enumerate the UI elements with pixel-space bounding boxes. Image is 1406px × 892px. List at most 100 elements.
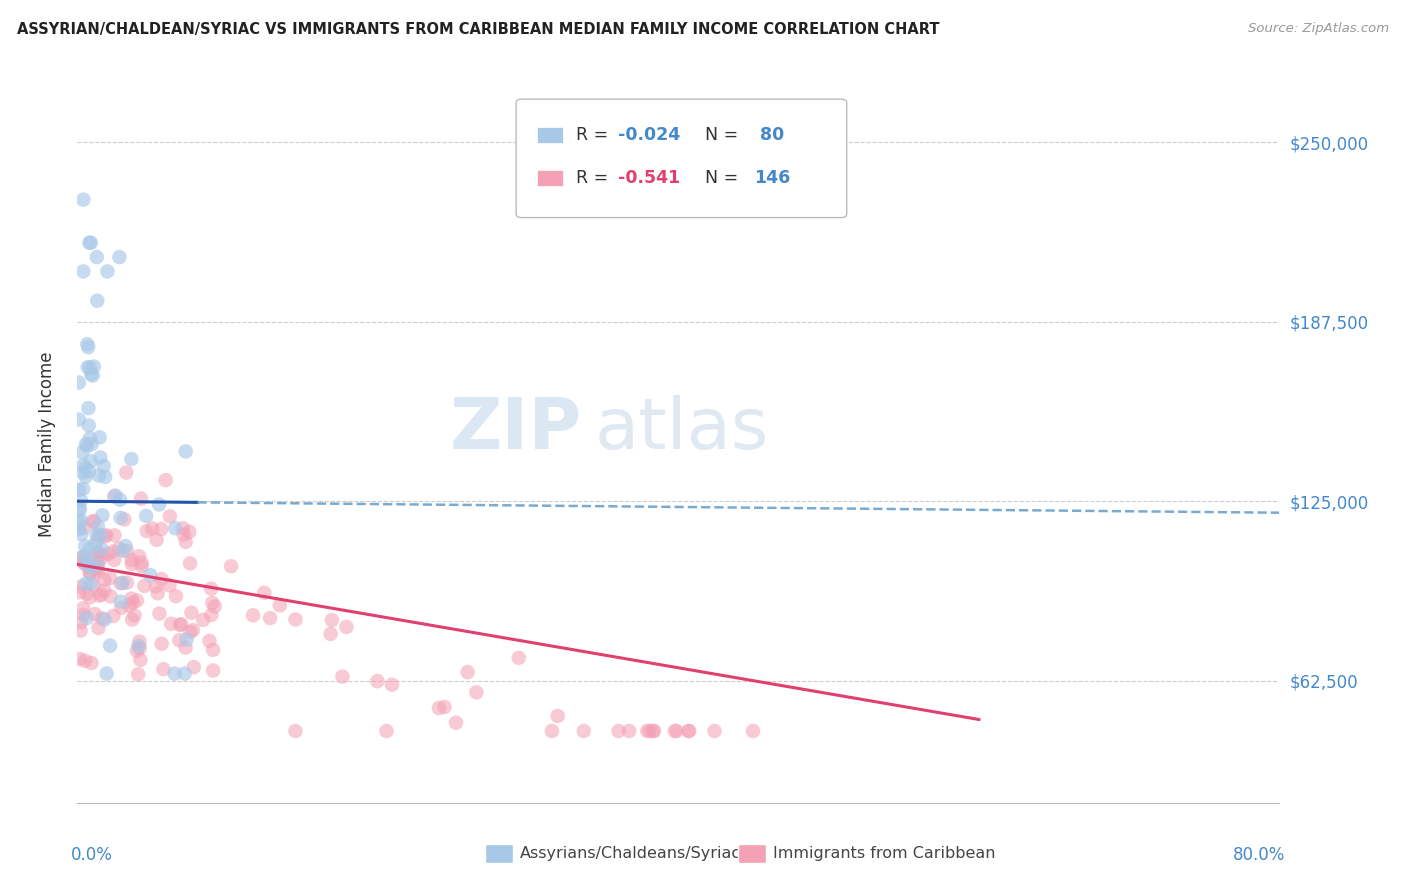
Point bbox=[547, 709, 569, 723]
Point bbox=[242, 608, 264, 623]
Point bbox=[120, 591, 142, 606]
Point bbox=[73, 551, 96, 566]
Point bbox=[90, 587, 112, 601]
Point bbox=[103, 490, 125, 504]
Point bbox=[79, 566, 101, 581]
Point bbox=[86, 293, 108, 308]
Point bbox=[321, 613, 343, 627]
Point bbox=[742, 724, 765, 739]
Point bbox=[319, 627, 342, 641]
Point bbox=[202, 664, 225, 678]
Point bbox=[115, 575, 138, 590]
Point bbox=[89, 528, 111, 542]
Point bbox=[104, 528, 127, 542]
Text: 80.0%: 80.0% bbox=[1233, 846, 1285, 863]
Point bbox=[204, 599, 226, 614]
Point bbox=[115, 466, 138, 480]
Point bbox=[433, 700, 456, 714]
Point bbox=[572, 724, 595, 739]
Point bbox=[160, 616, 183, 631]
Text: 146: 146 bbox=[754, 169, 790, 187]
Point bbox=[93, 458, 115, 473]
Point bbox=[75, 437, 97, 451]
Point bbox=[96, 264, 118, 278]
Point bbox=[457, 665, 479, 680]
Point bbox=[131, 556, 153, 570]
Point bbox=[80, 454, 103, 468]
Point bbox=[87, 557, 110, 571]
Point bbox=[108, 250, 131, 264]
Text: 0.0%: 0.0% bbox=[72, 846, 114, 863]
Point bbox=[87, 621, 110, 635]
Point bbox=[128, 641, 150, 656]
Text: Source: ZipAtlas.com: Source: ZipAtlas.com bbox=[1249, 22, 1389, 36]
Point bbox=[122, 595, 145, 609]
Point bbox=[89, 527, 111, 541]
Point bbox=[201, 643, 224, 657]
Point bbox=[75, 469, 97, 483]
Point bbox=[125, 593, 148, 607]
Point bbox=[128, 634, 150, 648]
Point bbox=[104, 489, 127, 503]
Point bbox=[150, 572, 173, 586]
Point bbox=[89, 430, 111, 444]
Point bbox=[73, 556, 96, 570]
Point bbox=[110, 601, 132, 615]
Point bbox=[86, 558, 108, 573]
Point bbox=[127, 639, 149, 653]
Point bbox=[87, 546, 110, 560]
Point bbox=[70, 445, 93, 459]
Point bbox=[121, 613, 143, 627]
Point bbox=[82, 368, 104, 383]
Text: Assyrians/Chaldeans/Syriacs: Assyrians/Chaldeans/Syriacs bbox=[520, 847, 749, 861]
Point bbox=[427, 701, 450, 715]
Point bbox=[664, 724, 686, 739]
Y-axis label: Median Family Income: Median Family Income bbox=[38, 351, 56, 536]
Point bbox=[165, 589, 187, 603]
Point bbox=[80, 561, 103, 575]
Point bbox=[96, 666, 118, 681]
Point bbox=[86, 563, 108, 577]
Point bbox=[121, 553, 143, 567]
Point bbox=[191, 613, 214, 627]
Point bbox=[148, 498, 170, 512]
Point bbox=[98, 639, 121, 653]
Point bbox=[91, 508, 114, 523]
Point bbox=[72, 264, 94, 278]
Point bbox=[165, 521, 187, 535]
Point bbox=[94, 529, 117, 543]
Point bbox=[70, 615, 93, 629]
Point bbox=[174, 534, 197, 549]
Point bbox=[79, 360, 101, 375]
Point bbox=[335, 620, 357, 634]
Point bbox=[465, 685, 488, 699]
Point bbox=[180, 606, 202, 620]
Point bbox=[77, 401, 100, 416]
Point bbox=[69, 652, 91, 666]
Point bbox=[75, 654, 97, 668]
Point bbox=[179, 624, 201, 639]
Point bbox=[145, 580, 167, 594]
Point bbox=[703, 724, 725, 739]
Point bbox=[75, 461, 97, 475]
Point bbox=[375, 724, 398, 739]
Point bbox=[146, 586, 169, 600]
Point bbox=[75, 539, 97, 553]
Point bbox=[76, 360, 98, 375]
Point bbox=[145, 533, 167, 547]
Bar bbox=[537, 170, 562, 186]
Point bbox=[77, 464, 100, 478]
Point bbox=[90, 547, 112, 561]
Point bbox=[115, 544, 138, 558]
Point bbox=[121, 557, 143, 571]
Point bbox=[152, 662, 174, 676]
Point bbox=[173, 527, 195, 541]
Point bbox=[79, 235, 101, 250]
Point bbox=[67, 376, 90, 390]
Point bbox=[181, 623, 204, 637]
Point bbox=[157, 578, 180, 592]
Point bbox=[73, 557, 96, 571]
Point bbox=[174, 640, 197, 655]
Point bbox=[93, 573, 115, 587]
Point bbox=[110, 576, 132, 591]
